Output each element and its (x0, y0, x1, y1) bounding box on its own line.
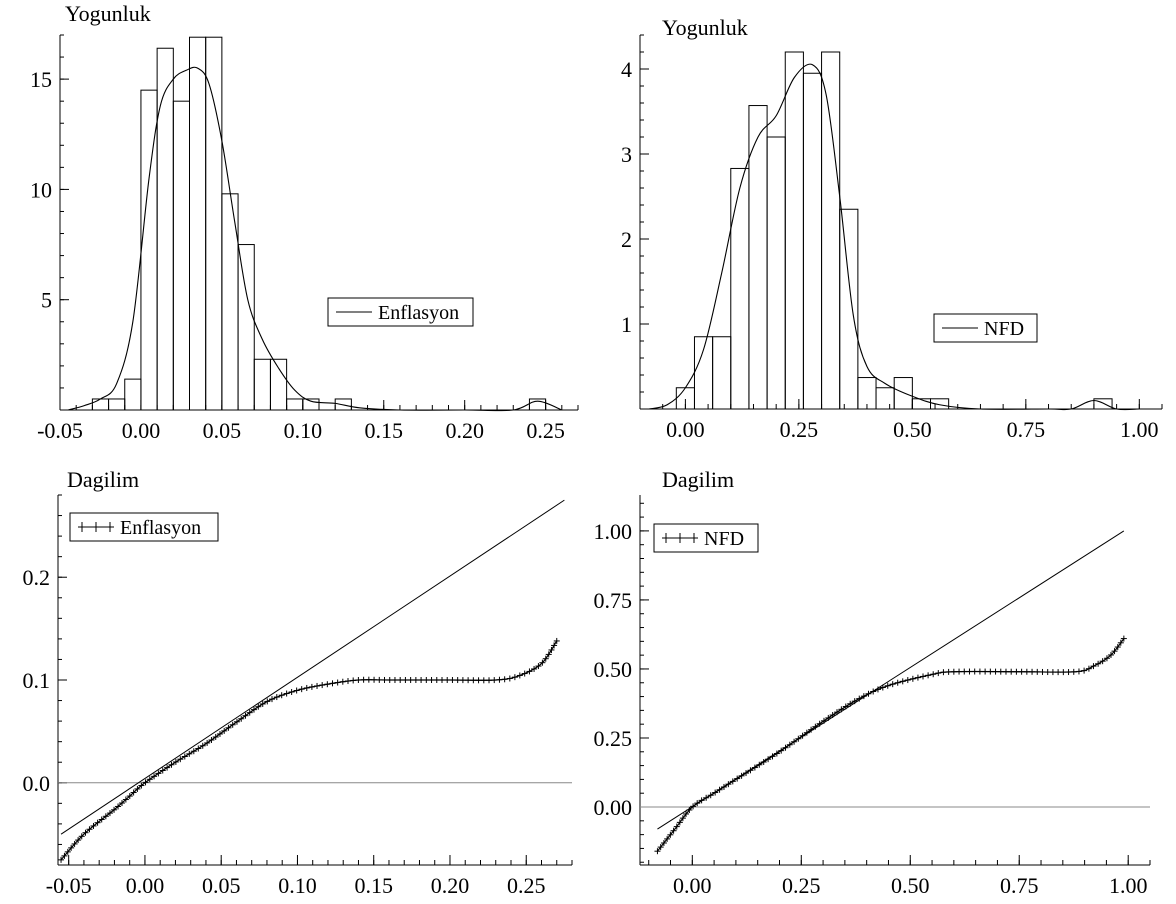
reference-line (60, 499, 565, 835)
y-tick-label: 0.00 (594, 795, 633, 820)
x-tick-label: 0.25 (526, 418, 565, 443)
panel-title: Dagilim (67, 467, 139, 492)
histogram-bar (1093, 398, 1113, 410)
legend-label: Enflasyon (378, 302, 459, 324)
panel-density-enflasyon: Yogunluk -0.05 0.00 0.05 0.10 0.15 0.20 0.25 5 1… (30, 1, 579, 443)
density-curve (67, 66, 563, 412)
panel-title: Yogunluk (65, 1, 151, 26)
y-tick-label: 0.25 (594, 726, 633, 751)
panel-qq-enflasyon: Dagilim -0.05 0.00 0.05 0.10 0.15 0.20 0.25 0.0… (23, 467, 573, 898)
histogram-bar (172, 100, 190, 411)
x-tick-label: 0.10 (278, 873, 317, 898)
x-tick-label: 0.25 (780, 417, 819, 442)
histogram-bar (712, 336, 732, 410)
x-tick-label: 0.25 (782, 873, 821, 898)
y-tick-label: 0.75 (594, 588, 633, 613)
y-tick-label: 15 (30, 67, 52, 92)
x-tick-label: 0.75 (1007, 417, 1046, 442)
x-tick-label: 0.50 (891, 873, 930, 898)
histogram-bar (893, 377, 913, 410)
y-tick-label: 2 (621, 227, 632, 252)
y-tick-label: 1 (621, 312, 632, 337)
y-tick-label: 0.50 (594, 657, 633, 682)
y-tick-label: 10 (30, 177, 52, 202)
histogram-bar (839, 208, 859, 410)
x-tick-label: 0.00 (673, 873, 712, 898)
legend-label: NFD (984, 318, 1024, 340)
y-tick-label: 0.2 (23, 565, 51, 590)
y-tick-label: 0.1 (23, 668, 51, 693)
x-tick-label: -0.05 (37, 418, 83, 443)
histogram-bar (156, 47, 174, 411)
histogram-bar (124, 378, 142, 411)
y-tick-label: 3 (621, 142, 632, 167)
x-tick-label: 0.15 (365, 418, 404, 443)
legend-label: Enflasyon (120, 517, 201, 539)
panel-title: Dagilim (662, 467, 734, 492)
x-tick-label: 0.00 (666, 417, 705, 442)
y-tick-label: 0.0 (23, 771, 51, 796)
x-tick-label: 0.10 (284, 418, 323, 443)
x-tick-label: 1.00 (1120, 417, 1159, 442)
histogram-bar (205, 36, 223, 411)
histogram-bar (286, 398, 304, 411)
x-tick-label: 1.00 (1109, 873, 1148, 898)
panel-density-nfd: Yogunluk 0.00 0.25 0.50 0.75 1.00 1 2 3 4 NFD (621, 15, 1163, 442)
density-curve (648, 63, 1140, 411)
x-tick-label: 0.25 (507, 873, 546, 898)
quantile-curve (60, 640, 558, 861)
histogram-bar (108, 398, 126, 411)
panel-title: Yogunluk (662, 15, 748, 40)
y-tick-label: 4 (621, 57, 632, 82)
histogram-bar (189, 36, 207, 411)
x-tick-label: 0.00 (126, 873, 165, 898)
x-tick-label: 0.05 (202, 873, 241, 898)
y-tick-label: 1.00 (594, 519, 633, 544)
histogram-bar (802, 72, 823, 410)
histogram-bar (930, 398, 950, 410)
histogram-bar (911, 398, 932, 410)
legend-label: NFD (704, 528, 744, 550)
histogram-bar (334, 398, 352, 411)
histogram-bar (253, 358, 271, 411)
histogram-bar (766, 136, 786, 410)
panel-qq-nfd: Dagilim 0.00 0.25 0.50 0.75 1.00 0.00 0.25 0.50… (594, 467, 1151, 898)
x-tick-label: 0.50 (893, 417, 932, 442)
x-tick-label: -0.05 (46, 873, 92, 898)
histogram-bar (269, 358, 288, 411)
histogram-bar (528, 398, 547, 411)
histogram-bar (91, 398, 110, 411)
x-tick-label: 0.00 (122, 418, 161, 443)
x-tick-label: 0.15 (354, 873, 393, 898)
histogram-bar (302, 398, 320, 411)
histogram-bar (693, 336, 714, 410)
x-tick-label: 0.05 (203, 418, 242, 443)
x-tick-label: 0.20 (431, 873, 470, 898)
histogram-bar (784, 51, 804, 410)
histogram-bar (730, 167, 750, 410)
x-tick-label: 0.75 (1000, 873, 1039, 898)
y-tick-label: 5 (41, 288, 52, 313)
histogram-bar (821, 51, 841, 410)
histogram-bar (237, 244, 255, 411)
histogram-bar (875, 387, 895, 410)
x-tick-label: 0.20 (445, 418, 484, 443)
quantile-curve (656, 638, 1125, 852)
